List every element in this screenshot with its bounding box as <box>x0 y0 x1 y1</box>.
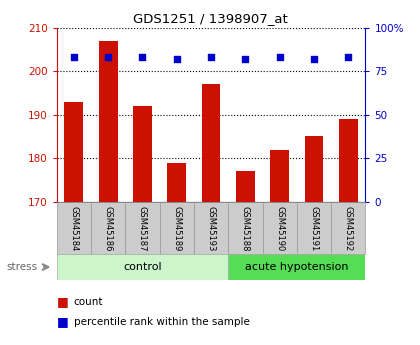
Text: ■: ■ <box>57 295 68 308</box>
Point <box>242 56 249 62</box>
FancyBboxPatch shape <box>194 202 228 254</box>
Text: GSM45190: GSM45190 <box>275 206 284 251</box>
Text: GSM45193: GSM45193 <box>207 206 215 252</box>
Text: GSM45192: GSM45192 <box>344 206 353 251</box>
Bar <box>202 84 220 202</box>
Text: GSM45189: GSM45189 <box>172 206 181 252</box>
FancyBboxPatch shape <box>228 202 262 254</box>
Point <box>310 56 318 62</box>
Bar <box>339 119 358 202</box>
Text: acute hypotension: acute hypotension <box>245 262 349 272</box>
Text: count: count <box>74 297 103 307</box>
Text: GSM45188: GSM45188 <box>241 206 250 252</box>
FancyBboxPatch shape <box>331 202 365 254</box>
Bar <box>236 171 255 202</box>
Text: GSM45186: GSM45186 <box>104 206 113 252</box>
Bar <box>167 162 186 202</box>
Bar <box>304 137 323 202</box>
FancyBboxPatch shape <box>91 202 125 254</box>
FancyBboxPatch shape <box>57 202 91 254</box>
Point <box>276 55 283 60</box>
Point <box>208 55 215 60</box>
Bar <box>99 41 118 202</box>
Bar <box>270 150 289 202</box>
Text: GSM45184: GSM45184 <box>69 206 79 252</box>
Point <box>105 55 112 60</box>
Text: percentile rank within the sample: percentile rank within the sample <box>74 317 249 326</box>
Point <box>173 56 180 62</box>
Text: control: control <box>123 262 162 272</box>
FancyBboxPatch shape <box>57 254 228 280</box>
Point <box>139 55 146 60</box>
FancyBboxPatch shape <box>160 202 194 254</box>
Bar <box>64 102 83 202</box>
FancyBboxPatch shape <box>125 202 160 254</box>
Text: ■: ■ <box>57 315 68 328</box>
FancyBboxPatch shape <box>228 254 365 280</box>
Text: GSM45191: GSM45191 <box>310 206 318 251</box>
Text: GDS1251 / 1398907_at: GDS1251 / 1398907_at <box>133 12 287 25</box>
Point <box>71 55 77 60</box>
FancyBboxPatch shape <box>262 202 297 254</box>
FancyBboxPatch shape <box>297 202 331 254</box>
Text: stress: stress <box>6 263 37 272</box>
Text: GSM45187: GSM45187 <box>138 206 147 252</box>
Point <box>345 55 352 60</box>
Bar <box>133 106 152 202</box>
